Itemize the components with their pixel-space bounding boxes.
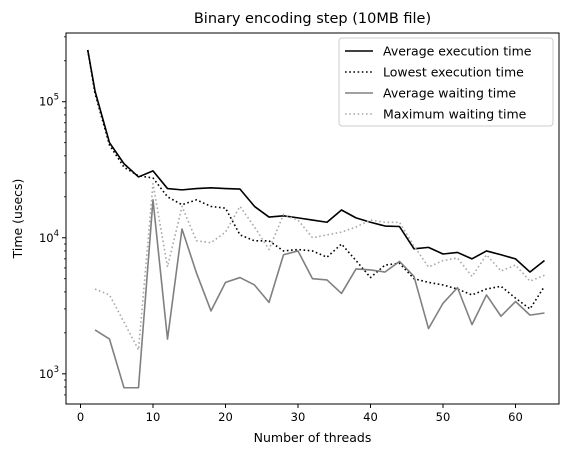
x-axis-label: Number of threads	[254, 430, 372, 445]
series-layer	[86, 49, 546, 389]
legend-box	[338, 37, 554, 127]
legend-label: Maximum waiting time	[383, 107, 527, 122]
y-axis: 103 104 105	[39, 36, 66, 396]
y-axis-label: Time (usecs)	[10, 179, 25, 260]
legend-label: Average execution time	[383, 44, 532, 59]
legend-label: Lowest execution time	[383, 65, 524, 80]
legend-label: Average waiting time	[383, 86, 516, 101]
x-tick-label: 10	[146, 410, 161, 424]
legend: Average execution time Lowest execution t…	[338, 37, 554, 127]
series-line-2	[86, 49, 546, 310]
chart-title: Binary encoding step (10MB file)	[194, 11, 431, 27]
series-line-3	[94, 199, 545, 389]
x-tick-label: 20	[218, 410, 233, 424]
x-tick-label: 50	[436, 410, 451, 424]
plot-frame	[65, 32, 560, 405]
series-line-1	[86, 49, 545, 273]
x-tick-label: 0	[77, 410, 84, 424]
x-tick-label: 40	[363, 410, 378, 424]
y-tick-label: 105	[39, 93, 59, 109]
x-tick-label: 30	[291, 410, 306, 424]
series-line-4	[94, 182, 545, 351]
x-axis: 0 10 20 30 40 50 60	[77, 404, 523, 424]
y-tick-label: 103	[39, 365, 59, 381]
x-tick-label: 60	[508, 410, 523, 424]
y-tick-label: 104	[39, 229, 59, 245]
